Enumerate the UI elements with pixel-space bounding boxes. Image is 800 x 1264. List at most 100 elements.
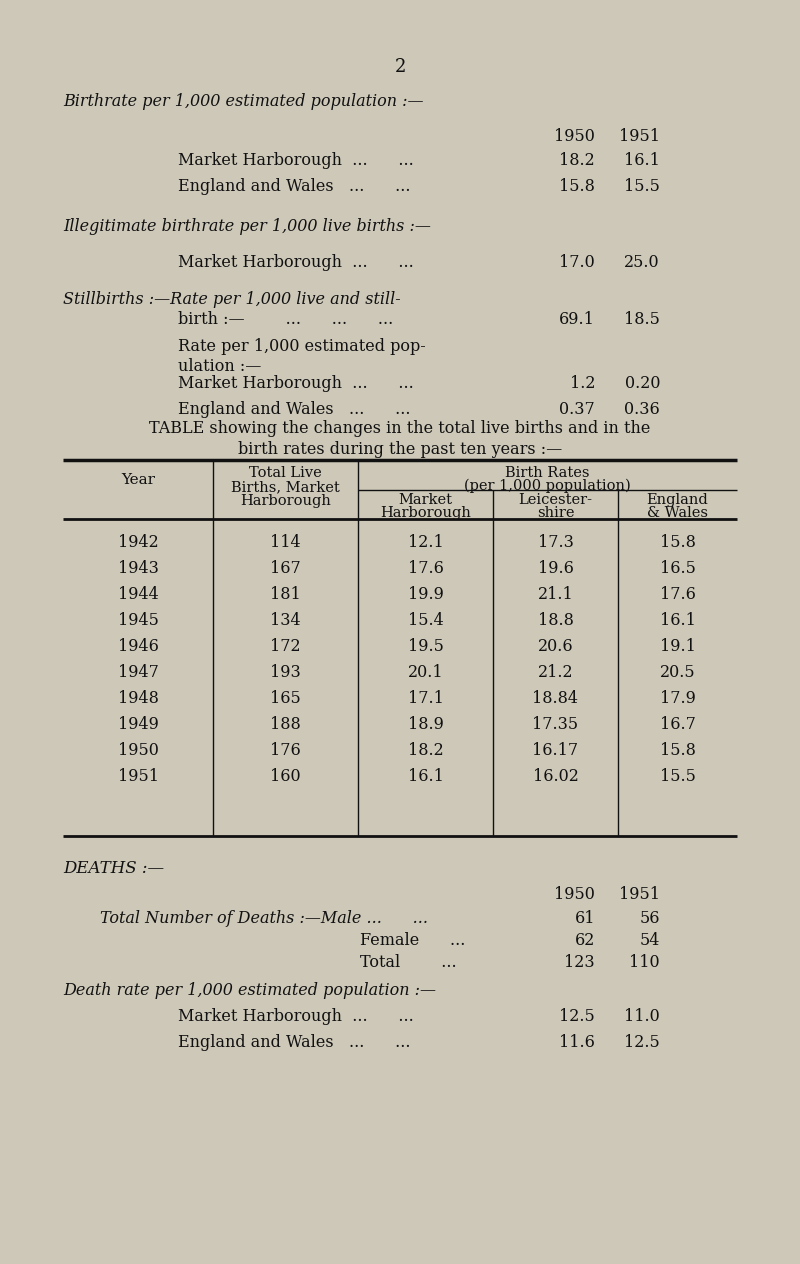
Text: 16.17: 16.17 bbox=[533, 742, 578, 758]
Text: 15.5: 15.5 bbox=[659, 769, 695, 785]
Text: 17.6: 17.6 bbox=[407, 560, 443, 576]
Text: 134: 134 bbox=[270, 612, 301, 629]
Text: 110: 110 bbox=[630, 954, 660, 971]
Text: 56: 56 bbox=[639, 910, 660, 927]
Text: 160: 160 bbox=[270, 769, 301, 785]
Text: 1950: 1950 bbox=[554, 886, 595, 902]
Text: 1945: 1945 bbox=[118, 612, 158, 629]
Text: 172: 172 bbox=[270, 638, 301, 655]
Text: Year: Year bbox=[121, 473, 155, 487]
Text: 15.8: 15.8 bbox=[659, 533, 695, 551]
Text: 18.5: 18.5 bbox=[624, 311, 660, 327]
Text: England: England bbox=[646, 493, 708, 507]
Text: (per 1,000 population): (per 1,000 population) bbox=[464, 479, 631, 493]
Text: Total Number of Deaths :—Male ...      ...: Total Number of Deaths :—Male ... ... bbox=[100, 910, 438, 927]
Text: 12.1: 12.1 bbox=[408, 533, 443, 551]
Text: 19.5: 19.5 bbox=[407, 638, 443, 655]
Text: 1950: 1950 bbox=[118, 742, 158, 758]
Text: 1942: 1942 bbox=[118, 533, 158, 551]
Text: birth rates during the past ten years :—: birth rates during the past ten years :— bbox=[238, 441, 562, 458]
Text: England and Wales   ...      ...: England and Wales ... ... bbox=[178, 401, 421, 418]
Text: 61: 61 bbox=[574, 910, 595, 927]
Text: 1951: 1951 bbox=[619, 128, 660, 145]
Text: 16.02: 16.02 bbox=[533, 769, 578, 785]
Text: 165: 165 bbox=[270, 690, 301, 707]
Text: 25.0: 25.0 bbox=[624, 254, 660, 270]
Text: 2: 2 bbox=[394, 58, 406, 76]
Text: 16.7: 16.7 bbox=[659, 715, 695, 733]
Text: Leicester-: Leicester- bbox=[518, 493, 593, 507]
Text: 54: 54 bbox=[640, 932, 660, 949]
Text: 1946: 1946 bbox=[118, 638, 158, 655]
Text: 17.3: 17.3 bbox=[538, 533, 574, 551]
Text: TABLE showing the changes in the total live births and in the: TABLE showing the changes in the total l… bbox=[150, 420, 650, 437]
Text: England and Wales   ...      ...: England and Wales ... ... bbox=[178, 178, 421, 195]
Text: 0.20: 0.20 bbox=[625, 375, 660, 392]
Text: Stillbirths :—Rate per 1,000 live and still-: Stillbirths :—Rate per 1,000 live and st… bbox=[63, 291, 401, 308]
Text: 1943: 1943 bbox=[118, 560, 158, 576]
Text: England and Wales   ...      ...: England and Wales ... ... bbox=[178, 1034, 421, 1050]
Text: 17.0: 17.0 bbox=[559, 254, 595, 270]
Text: 16.1: 16.1 bbox=[659, 612, 695, 629]
Text: Harborough: Harborough bbox=[380, 506, 471, 520]
Text: 11.0: 11.0 bbox=[624, 1007, 660, 1025]
Text: 16.1: 16.1 bbox=[624, 152, 660, 169]
Text: 18.9: 18.9 bbox=[407, 715, 443, 733]
Text: 1947: 1947 bbox=[118, 664, 158, 681]
Text: 114: 114 bbox=[270, 533, 301, 551]
Text: 20.6: 20.6 bbox=[538, 638, 574, 655]
Text: 1950: 1950 bbox=[554, 128, 595, 145]
Text: Market Harborough  ...      ...: Market Harborough ... ... bbox=[178, 254, 424, 270]
Text: 17.6: 17.6 bbox=[659, 586, 695, 603]
Text: 0.36: 0.36 bbox=[624, 401, 660, 418]
Text: 19.1: 19.1 bbox=[659, 638, 695, 655]
Text: 12.5: 12.5 bbox=[624, 1034, 660, 1050]
Text: ulation :—: ulation :— bbox=[178, 358, 262, 375]
Text: Birthrate per 1,000 estimated population :—: Birthrate per 1,000 estimated population… bbox=[63, 94, 423, 110]
Text: 21.1: 21.1 bbox=[538, 586, 574, 603]
Text: 11.6: 11.6 bbox=[559, 1034, 595, 1050]
Text: Illegitimate birthrate per 1,000 live births :—: Illegitimate birthrate per 1,000 live bi… bbox=[63, 217, 431, 235]
Text: DEATHS :—: DEATHS :— bbox=[63, 860, 164, 877]
Text: Death rate per 1,000 estimated population :—: Death rate per 1,000 estimated populatio… bbox=[63, 982, 436, 999]
Text: 188: 188 bbox=[270, 715, 301, 733]
Text: 19.9: 19.9 bbox=[407, 586, 443, 603]
Text: 15.4: 15.4 bbox=[408, 612, 443, 629]
Text: 12.5: 12.5 bbox=[559, 1007, 595, 1025]
Text: 62: 62 bbox=[574, 932, 595, 949]
Text: 18.2: 18.2 bbox=[408, 742, 443, 758]
Text: Total Live: Total Live bbox=[249, 466, 322, 480]
Text: 19.6: 19.6 bbox=[538, 560, 574, 576]
Text: 181: 181 bbox=[270, 586, 301, 603]
Text: & Wales: & Wales bbox=[647, 506, 708, 520]
Text: 18.2: 18.2 bbox=[559, 152, 595, 169]
Text: 16.1: 16.1 bbox=[407, 769, 443, 785]
Text: Market: Market bbox=[398, 493, 453, 507]
Text: 20.1: 20.1 bbox=[408, 664, 443, 681]
Text: 18.84: 18.84 bbox=[533, 690, 578, 707]
Text: 1.2: 1.2 bbox=[570, 375, 595, 392]
Text: 1949: 1949 bbox=[118, 715, 158, 733]
Text: Market Harborough  ...      ...: Market Harborough ... ... bbox=[178, 152, 424, 169]
Text: 18.8: 18.8 bbox=[538, 612, 574, 629]
Text: Birth Rates: Birth Rates bbox=[506, 466, 590, 480]
Text: 20.5: 20.5 bbox=[660, 664, 695, 681]
Text: Market Harborough  ...      ...: Market Harborough ... ... bbox=[178, 375, 424, 392]
Text: Births, Market: Births, Market bbox=[231, 480, 340, 494]
Text: 21.2: 21.2 bbox=[538, 664, 574, 681]
Text: 123: 123 bbox=[564, 954, 595, 971]
Text: Female      ...: Female ... bbox=[360, 932, 476, 949]
Text: 69.1: 69.1 bbox=[559, 311, 595, 327]
Text: 193: 193 bbox=[270, 664, 301, 681]
Text: 0.37: 0.37 bbox=[559, 401, 595, 418]
Text: 15.5: 15.5 bbox=[624, 178, 660, 195]
Text: 17.35: 17.35 bbox=[533, 715, 578, 733]
Text: Harborough: Harborough bbox=[240, 494, 331, 508]
Text: 15.8: 15.8 bbox=[559, 178, 595, 195]
Text: 16.5: 16.5 bbox=[659, 560, 695, 576]
Text: 1951: 1951 bbox=[118, 769, 158, 785]
Text: birth :—        ...      ...      ...: birth :— ... ... ... bbox=[178, 311, 403, 327]
Text: Total        ...: Total ... bbox=[360, 954, 467, 971]
Text: Market Harborough  ...      ...: Market Harborough ... ... bbox=[178, 1007, 424, 1025]
Text: 15.8: 15.8 bbox=[659, 742, 695, 758]
